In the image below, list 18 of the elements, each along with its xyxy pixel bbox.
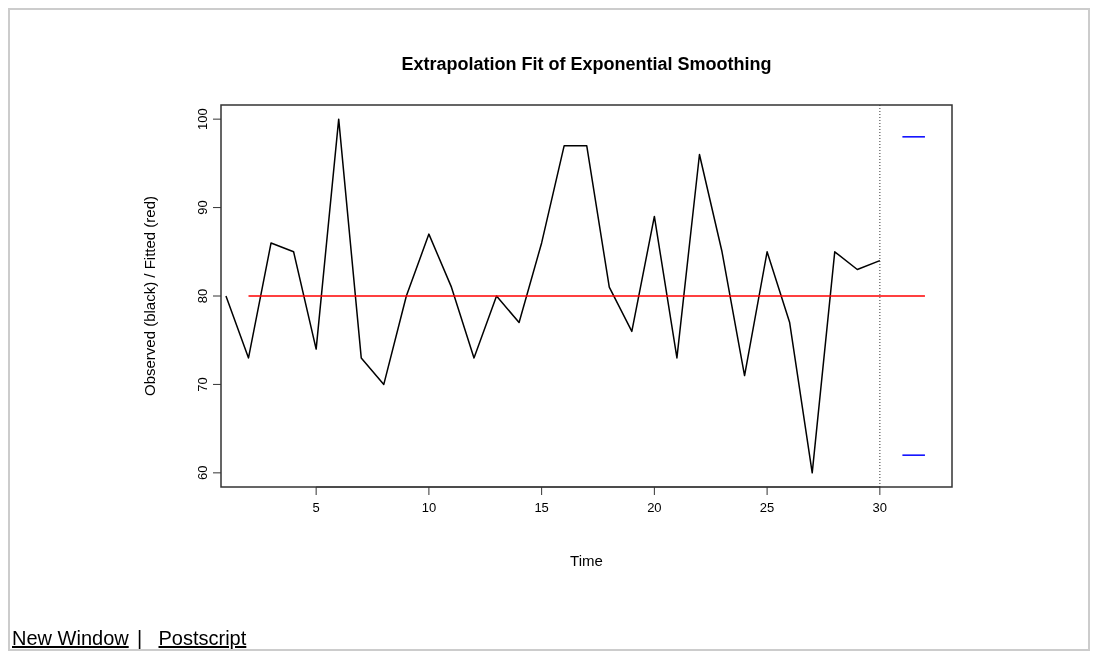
- x-tick-label: 5: [312, 500, 320, 515]
- text: Postscript: [158, 627, 247, 649]
- y-axis-title: Observed (black) / Fitted (red): [141, 195, 158, 397]
- x-tick-label: 20: [647, 500, 662, 515]
- line-series: [225, 118, 881, 474]
- text: |: [137, 627, 143, 649]
- x-tick-label: 30: [872, 500, 888, 515]
- y-tick-label: 80: [195, 288, 210, 304]
- chart-title: Extrapolation Fit of Exponential Smoothing: [401, 54, 772, 74]
- x-tick-label: 10: [421, 500, 437, 515]
- y-tick-label: 60: [195, 465, 210, 481]
- x-tick-label: 25: [759, 500, 775, 515]
- x-tick-label: 15: [534, 500, 549, 515]
- y-tick-label: 100: [195, 108, 210, 130]
- x-axis-title: Time: [570, 552, 603, 569]
- text: New Window: [12, 627, 130, 649]
- y-tick-label: 90: [195, 200, 210, 215]
- y-tick-label: 70: [195, 377, 210, 392]
